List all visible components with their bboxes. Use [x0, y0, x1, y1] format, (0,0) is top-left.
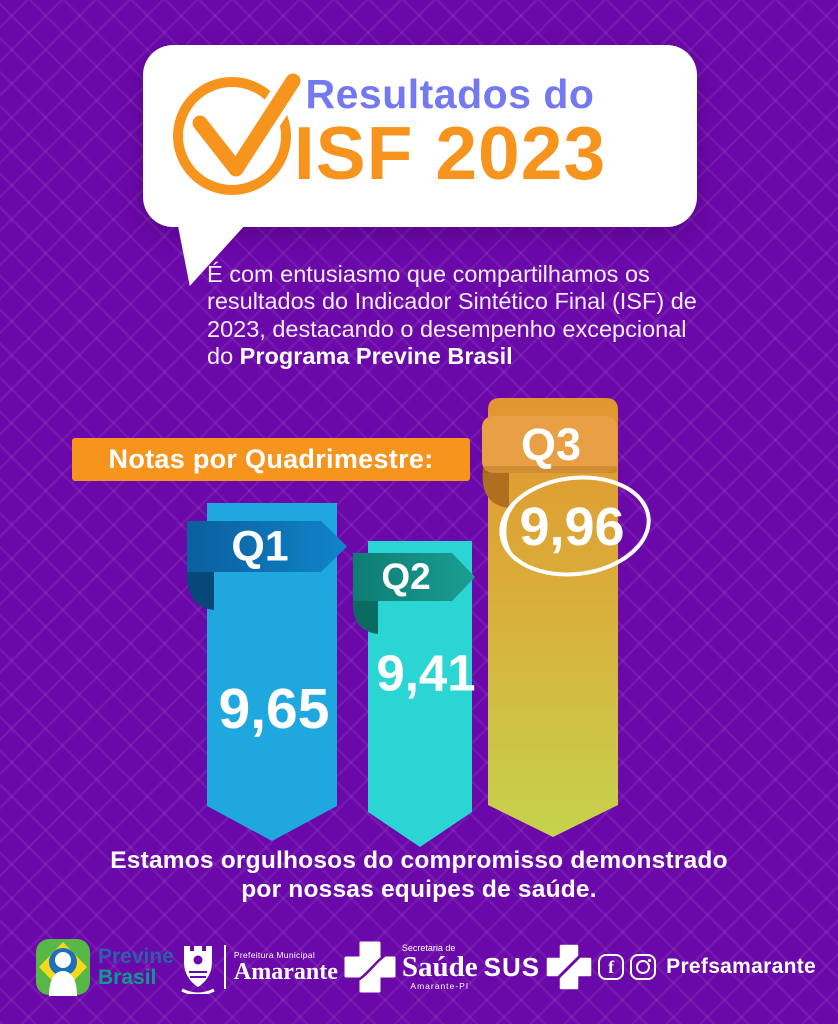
social-media-row: Prefsamarante [598, 954, 816, 980]
secretaria-saude-logo: Secretaria de Saúde Amarante-PI [344, 941, 478, 993]
intro-line-4: do Programa Previne Brasil [207, 343, 513, 369]
bar-q3 [482, 398, 618, 837]
facebook-icon [598, 954, 625, 980]
amarante-crest-icon [181, 946, 215, 994]
poster-title-line2: ISF 2023 [293, 111, 607, 195]
previne-brasil-logo: Previne Brasil [36, 938, 174, 996]
check-circle-icon [173, 67, 307, 195]
sus-wordmark: SUS [483, 951, 541, 982]
chart-title-badge: Notas por Quadrimestre: [72, 438, 470, 481]
bar-q1 [186, 503, 347, 841]
poster-title-line1: Resultados do [305, 71, 595, 117]
previne-brasil-icon [36, 939, 90, 996]
sus-logo: SUS [484, 944, 592, 990]
instagram-icon [630, 954, 657, 980]
saude-cross-icon [344, 941, 396, 993]
amarante-divider [223, 945, 226, 989]
person-icon [55, 952, 71, 968]
closing-message-line2: por nossas equipes de saúde. [241, 876, 597, 903]
intro-line-2: resultados do Indicador Sintético Final … [207, 288, 697, 314]
highlight-circle [499, 475, 651, 577]
q1-ribbon-label: Q1 [231, 522, 289, 571]
intro-line-3: 2023, destacando o desempenho excepciona… [207, 315, 687, 342]
bar-q2 [352, 541, 475, 847]
amarante-wordmark: Prefeitura Municipal Amarante [233, 950, 338, 985]
q1-value: 9,65 [218, 677, 330, 741]
intro-line-1: É com entusiasmo que compartilhamos os [207, 260, 650, 287]
intro-text: É com entusiasmo que compartilhamos os r… [207, 261, 727, 371]
closing-message: Estamos orgulhosos do compromisso demons… [0, 846, 838, 904]
previne-brasil-wordmark: Previne Brasil [98, 945, 174, 989]
saude-wordmark: Secretaria de Saúde Amarante-PI [401, 943, 478, 991]
q2-value: 9,41 [376, 644, 476, 702]
amarante-logo: Prefeitura Municipal Amarante [180, 940, 338, 994]
q2-ribbon-label: Q2 [381, 556, 431, 597]
intro-bold-program-name: Programa Previne Brasil [239, 343, 513, 369]
q3-value: 9,96 [519, 497, 625, 557]
social-handle: Prefsamarante [666, 955, 816, 978]
footer-logo-bar: Previne Brasil Prefeitura Municipal Amar… [36, 930, 816, 1004]
sus-cross-icon [546, 944, 592, 990]
closing-message-line1: Estamos orgulhosos do compromisso demons… [110, 847, 728, 874]
q3-ribbon-label: Q3 [520, 419, 582, 470]
speech-bubble [143, 45, 697, 227]
